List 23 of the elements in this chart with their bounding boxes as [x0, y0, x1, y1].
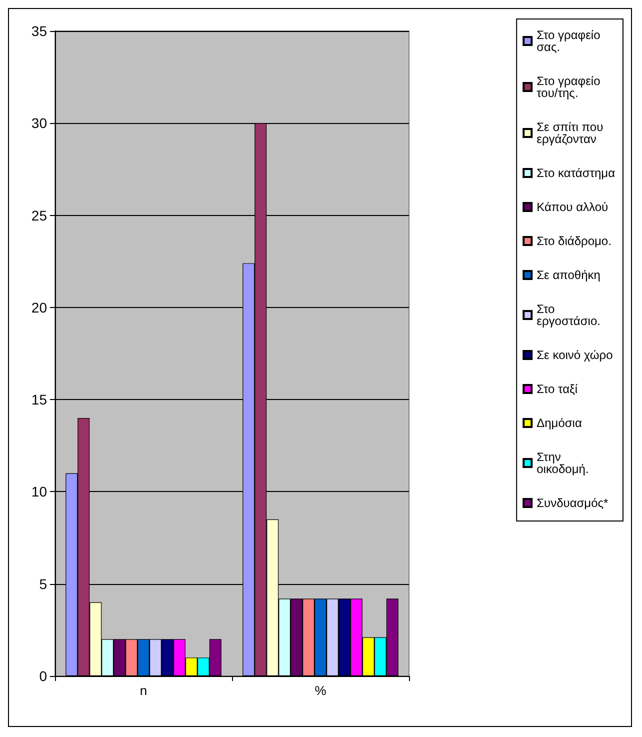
y-tick-label: 5 — [39, 576, 48, 592]
legend-label: Στο γραφείο σας. — [536, 28, 604, 54]
legend-label: Στο ταξί — [536, 382, 578, 396]
y-tick-label: 35 — [31, 23, 48, 39]
legend-label: Στο διάδρομο. — [536, 234, 612, 248]
legend-label: Στο κατάστημα — [536, 166, 616, 180]
x-tick-label: % — [314, 683, 327, 698]
legend-label: Σε κοινό χώρο — [536, 348, 614, 362]
y-tick-label: 15 — [31, 392, 48, 408]
x-tick-label: n — [140, 683, 148, 698]
legend-label: Στο γραφείο του/της. — [536, 74, 604, 100]
y-tick-label: 25 — [31, 207, 48, 224]
legend-label: Σε σπίτι που εργάζονταν — [536, 120, 606, 146]
legend-label: Συνδυασμός* — [536, 496, 609, 510]
legend-label: Στην οικοδομή. — [536, 450, 589, 476]
legend-label: Δημόσια — [536, 416, 582, 430]
legend-label: Στο εργοστάσιο. — [536, 302, 600, 328]
legend-label: Σε αποθήκη — [536, 268, 600, 282]
y-tick-label: 0 — [39, 668, 48, 684]
y-tick-label: 10 — [31, 484, 48, 500]
legend-label: Κάπου αλλού — [536, 200, 608, 214]
y-tick-label: 20 — [31, 299, 48, 316]
y-tick-label: 30 — [31, 115, 48, 132]
